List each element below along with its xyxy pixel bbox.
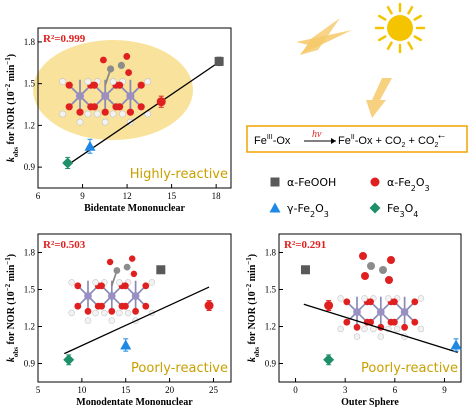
- y-tick-label: 1.5: [24, 285, 36, 295]
- y-tick-label: 1.8: [24, 248, 36, 258]
- data-point: [156, 97, 166, 107]
- r2-annotation: R²=0.503: [43, 239, 86, 251]
- light-ray-arrow: [296, 18, 352, 55]
- x-tick-label: 5: [36, 385, 41, 395]
- plot-frame: [37, 233, 232, 383]
- hv-label: hv: [312, 129, 322, 140]
- legend-marker-triangle: [269, 202, 281, 213]
- legend-label: Fe3O4: [387, 202, 418, 219]
- y-tick-label: 0.9: [24, 162, 36, 172]
- data-point: [450, 339, 462, 350]
- x-axis-title: Monodentate Mononuclear: [76, 397, 193, 407]
- svg-text:FeIII-Ox: FeIII-Ox: [254, 134, 291, 147]
- free-oxalate-icon: [359, 252, 395, 284]
- plot-frame: [278, 233, 462, 383]
- x-tick-label: 9: [80, 191, 85, 201]
- data-point: [214, 56, 224, 66]
- molecule-illustration: [68, 255, 156, 324]
- y-tick-label: 1.2: [24, 120, 35, 130]
- y-tick-label: 1.5: [24, 79, 36, 89]
- chart-monodentate-mononuclear: 5 10 15 20 25 0.9 1.2 1.5 1.8 Monodentate Mononuc…: [4, 233, 232, 407]
- x-axis-title: Bidentate Mononuclear: [84, 203, 185, 214]
- plot-frame: [37, 27, 232, 189]
- fit-line: [70, 59, 223, 164]
- y-axis-title: kobs for NOR (10−2 min−1): [4, 254, 20, 362]
- y-tick-label: 1.5: [265, 285, 277, 295]
- data-point: [62, 157, 74, 169]
- highlight-ellipse: [33, 40, 193, 140]
- sun-icon: [374, 2, 426, 54]
- reactivity-label: Poorly-reactive: [131, 361, 228, 376]
- legend-marker-diamond: [369, 202, 381, 214]
- data-point: [204, 301, 214, 311]
- legend-label: γ-Fe2O3: [287, 202, 329, 219]
- chart-outer-sphere: 0 3 6 9 0.9 1.2 1.5 1.8 Outer Sphere kobs for NOR…: [245, 233, 462, 407]
- y-tick-label: 1.8: [24, 37, 36, 47]
- x-tick-label: 10: [77, 385, 87, 395]
- x-tick-label: 6: [36, 191, 41, 201]
- x-tick-label: 15: [121, 385, 131, 395]
- reaction-equation: FeIII-Ox hv FeII-Ox + CO2 + CO2•−: [246, 125, 468, 153]
- legend-marker-circle: [370, 177, 380, 187]
- chart-bidentate-mononuclear: 6 9 12 15 18 0.9 1.2 1.5 1.8 Bidentate Mononuclea…: [4, 27, 232, 214]
- fit-line: [64, 286, 210, 355]
- x-tick-label: 25: [209, 385, 219, 395]
- data-point: [300, 265, 310, 275]
- data-point: [120, 339, 132, 350]
- x-tick-label: 20: [165, 385, 175, 395]
- y-tick-label: 1.8: [265, 248, 277, 258]
- legend-marker-square: [270, 177, 280, 187]
- x-tick-label: 6: [393, 385, 398, 395]
- data-point: [323, 354, 335, 366]
- reactivity-label: Highly-reactive: [130, 167, 228, 182]
- legend-label: α-FeOOH: [287, 176, 336, 189]
- r2-annotation: R²=0.999: [43, 33, 86, 45]
- y-tick-label: 1.2: [265, 322, 276, 332]
- x-tick-label: 12: [123, 191, 132, 201]
- y-axis-title: kobs for NOR (10−2 min−1): [4, 54, 20, 162]
- y-tick-label: 1.2: [24, 322, 35, 332]
- svg-text:FeII-Ox + CO2 + CO2•−: FeII-Ox + CO2 + CO2•−: [338, 134, 445, 149]
- x-axis-title: Outer Sphere: [341, 397, 399, 407]
- data-point: [156, 265, 166, 275]
- data-point: [63, 354, 75, 366]
- y-tick-label: 0.9: [265, 359, 277, 369]
- y-axis-title: kobs for NOR (10−2 min−1): [245, 254, 261, 362]
- x-tick-label: 3: [343, 385, 348, 395]
- legend: α-FeOOH α-Fe2O3 γ-Fe2O3 Fe3O4: [269, 176, 430, 219]
- legend-label: α-Fe2O3: [387, 176, 430, 193]
- reactivity-label: Poorly-reactive: [361, 361, 458, 376]
- molecule-illustration: [59, 52, 152, 126]
- x-tick-label: 15: [167, 191, 177, 201]
- x-tick-label: 0: [293, 385, 298, 395]
- x-tick-label: 9: [442, 385, 447, 395]
- x-tick-label: 18: [212, 191, 222, 201]
- molecule-illustration: [337, 295, 425, 340]
- fit-line: [303, 303, 458, 354]
- y-tick-label: 0.9: [24, 359, 36, 369]
- data-point: [324, 301, 334, 311]
- light-ray-arrow: [366, 78, 392, 118]
- r2-annotation: R²=0.291: [284, 239, 326, 251]
- data-point: [84, 140, 96, 151]
